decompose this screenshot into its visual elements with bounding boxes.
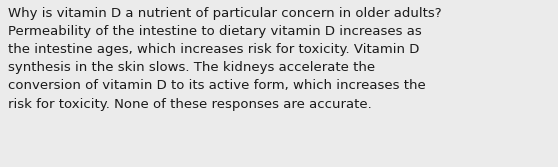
Text: Why is vitamin D a nutrient of particular concern in older adults?
Permeability : Why is vitamin D a nutrient of particula…	[8, 7, 442, 111]
